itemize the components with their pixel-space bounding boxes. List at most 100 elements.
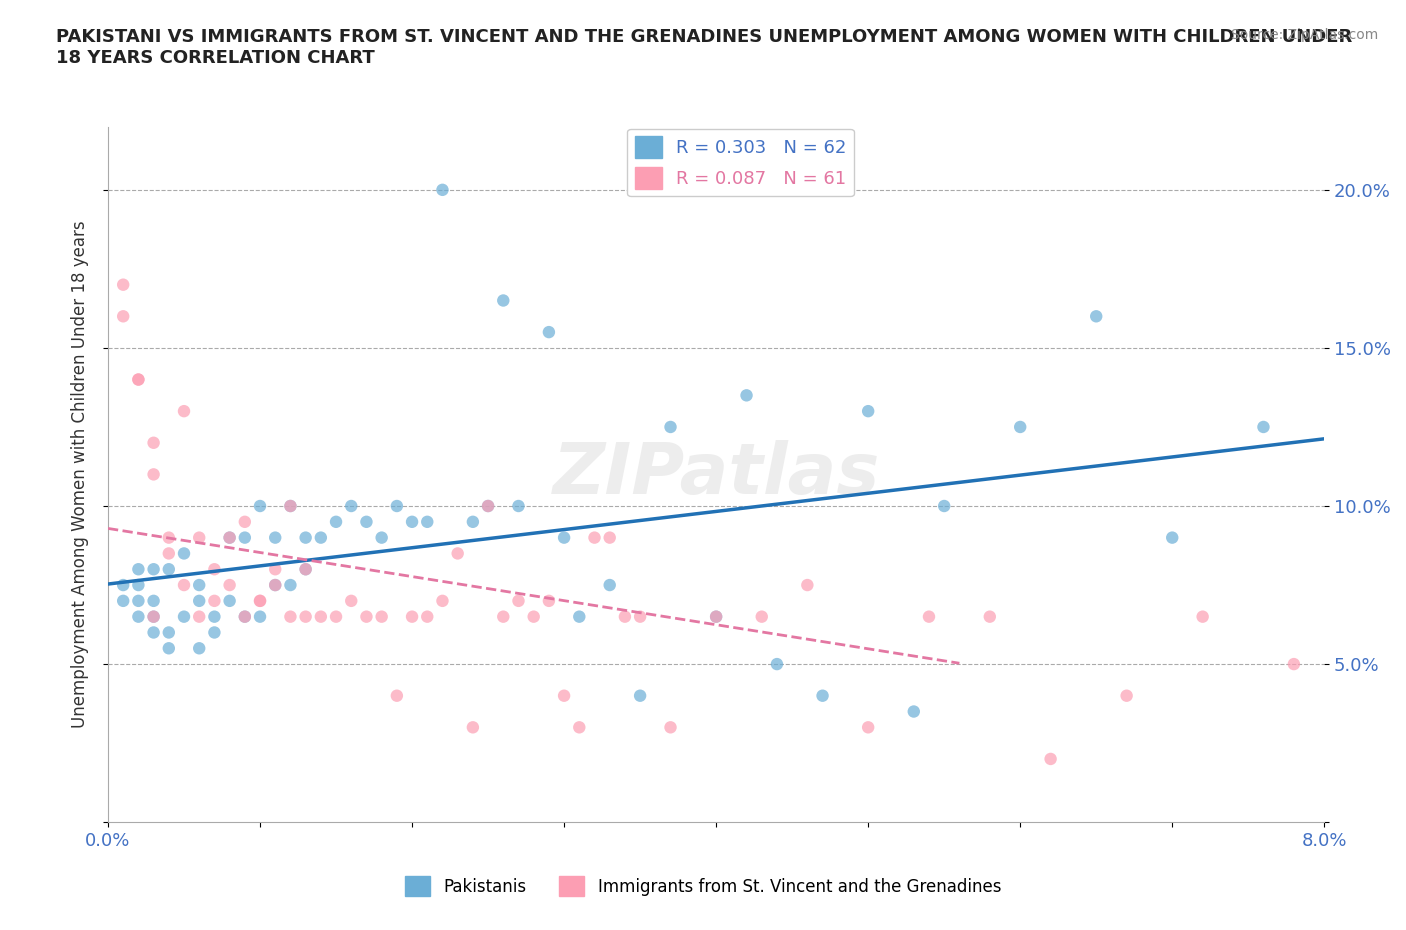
Text: PAKISTANI VS IMMIGRANTS FROM ST. VINCENT AND THE GRENADINES UNEMPLOYMENT AMONG W: PAKISTANI VS IMMIGRANTS FROM ST. VINCENT… [56, 28, 1353, 67]
Point [1115, 688, 1137, 703]
Point [508, 498, 530, 513]
Point [416, 609, 439, 624]
Point [188, 578, 211, 592]
Point [370, 609, 392, 624]
Point [294, 562, 316, 577]
Point [249, 593, 271, 608]
Point [492, 293, 515, 308]
Point [461, 514, 484, 529]
Point [401, 514, 423, 529]
Point [127, 372, 149, 387]
Point [856, 404, 879, 418]
Point [218, 530, 240, 545]
Point [356, 514, 378, 529]
Point [142, 562, 165, 577]
Point [294, 609, 316, 624]
Point [157, 562, 180, 577]
Point [264, 578, 287, 592]
Point [204, 625, 226, 640]
Point [1085, 309, 1108, 324]
Point [233, 609, 256, 624]
Point [127, 609, 149, 624]
Text: ZIPatlas: ZIPatlas [553, 440, 880, 509]
Point [477, 498, 499, 513]
Point [142, 435, 165, 450]
Point [249, 498, 271, 513]
Point [385, 498, 408, 513]
Point [523, 609, 546, 624]
Point [356, 609, 378, 624]
Point [173, 546, 195, 561]
Point [264, 562, 287, 577]
Point [173, 578, 195, 592]
Legend: R = 0.303   N = 62, R = 0.087   N = 61: R = 0.303 N = 62, R = 0.087 N = 61 [627, 128, 853, 196]
Point [432, 182, 454, 197]
Point [796, 578, 818, 592]
Point [553, 530, 575, 545]
Point [127, 593, 149, 608]
Point [188, 641, 211, 656]
Point [142, 593, 165, 608]
Point [157, 530, 180, 545]
Point [112, 277, 135, 292]
Point [659, 419, 682, 434]
Point [218, 593, 240, 608]
Point [508, 593, 530, 608]
Point [1010, 419, 1032, 434]
Point [537, 593, 560, 608]
Point [568, 609, 591, 624]
Point [142, 625, 165, 640]
Text: Source: ZipAtlas.com: Source: ZipAtlas.com [1230, 28, 1378, 42]
Point [204, 562, 226, 577]
Point [1253, 419, 1275, 434]
Y-axis label: Unemployment Among Women with Children Under 18 years: Unemployment Among Women with Children U… [72, 220, 89, 728]
Point [309, 530, 332, 545]
Point [173, 404, 195, 418]
Point [142, 467, 165, 482]
Point [628, 688, 651, 703]
Point [856, 720, 879, 735]
Point [613, 609, 636, 624]
Point [204, 609, 226, 624]
Point [599, 578, 621, 592]
Point [142, 609, 165, 624]
Point [492, 609, 515, 624]
Point [249, 609, 271, 624]
Point [599, 530, 621, 545]
Point [325, 514, 347, 529]
Point [142, 609, 165, 624]
Point [1161, 530, 1184, 545]
Point [173, 609, 195, 624]
Legend: Pakistanis, Immigrants from St. Vincent and the Grenadines: Pakistanis, Immigrants from St. Vincent … [398, 870, 1008, 903]
Point [218, 578, 240, 592]
Point [188, 530, 211, 545]
Point [233, 609, 256, 624]
Point [112, 578, 135, 592]
Point [370, 530, 392, 545]
Point [401, 609, 423, 624]
Point [218, 530, 240, 545]
Point [340, 593, 363, 608]
Point [477, 498, 499, 513]
Point [112, 593, 135, 608]
Point [1282, 657, 1305, 671]
Point [127, 372, 149, 387]
Point [249, 593, 271, 608]
Point [979, 609, 1001, 624]
Point [704, 609, 727, 624]
Point [233, 530, 256, 545]
Point [280, 498, 302, 513]
Point [903, 704, 925, 719]
Point [294, 530, 316, 545]
Point [432, 593, 454, 608]
Point [157, 641, 180, 656]
Point [264, 530, 287, 545]
Point [416, 514, 439, 529]
Point [325, 609, 347, 624]
Point [157, 625, 180, 640]
Point [811, 688, 834, 703]
Point [127, 562, 149, 577]
Point [188, 593, 211, 608]
Point [204, 593, 226, 608]
Point [751, 609, 773, 624]
